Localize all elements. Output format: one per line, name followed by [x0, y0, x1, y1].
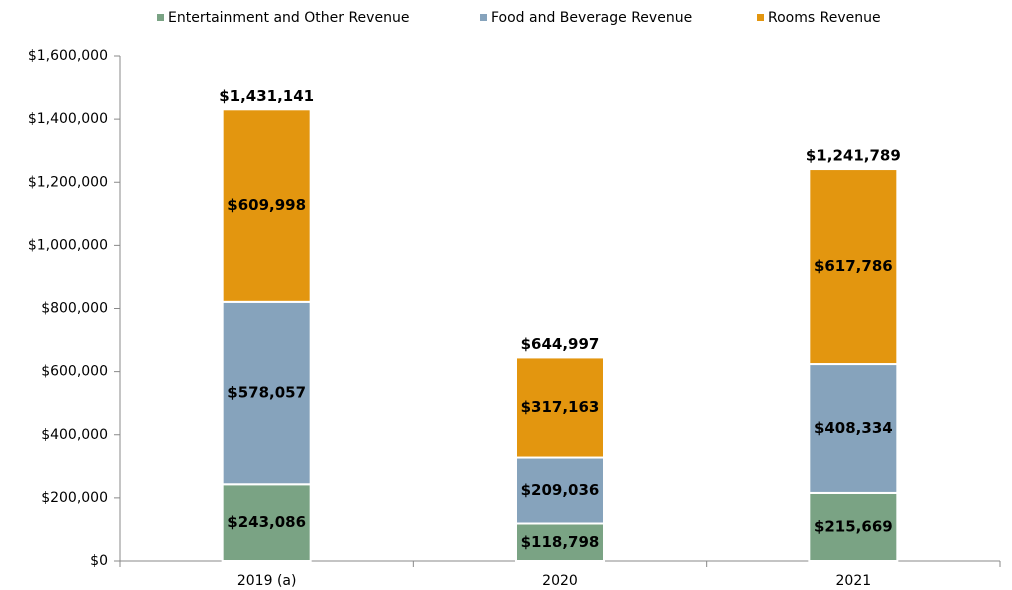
bar-segment	[808, 363, 899, 494]
data-label: $243,086	[227, 513, 306, 531]
y-tick-label: $1,400,000	[28, 111, 108, 127]
legend-swatch	[480, 14, 487, 21]
y-tick-label: $400,000	[41, 427, 108, 443]
data-label: $617,786	[814, 257, 893, 275]
bar-segment	[808, 168, 899, 366]
data-label: $209,036	[521, 481, 600, 499]
data-label: $609,998	[227, 196, 306, 214]
legend-label: Entertainment and Other Revenue	[168, 10, 409, 26]
bar-segment	[221, 300, 312, 486]
y-tick-label: $0	[90, 553, 108, 569]
bar-segment	[221, 108, 312, 303]
bar-segment	[515, 456, 605, 525]
total-label: $1,431,141	[219, 87, 314, 105]
data-label: $408,334	[814, 419, 893, 437]
y-tick-label: $800,000	[41, 301, 108, 317]
total-label: $1,241,789	[806, 147, 901, 165]
y-tick-label: $600,000	[41, 364, 108, 380]
x-tick-label: 2020	[542, 573, 578, 589]
legend-swatch	[157, 14, 164, 21]
legend-swatch	[757, 14, 764, 21]
data-label: $118,798	[521, 533, 600, 551]
legend-label: Food and Beverage Revenue	[491, 10, 692, 26]
bar-segment	[221, 483, 312, 562]
y-tick-label: $1,000,000	[28, 237, 108, 253]
data-label: $215,669	[814, 517, 893, 535]
data-label: $578,057	[227, 384, 306, 402]
bar-segment	[515, 522, 605, 563]
legend-label: Rooms Revenue	[768, 10, 881, 26]
total-label: $644,997	[521, 335, 600, 353]
x-tick-label: 2021	[836, 573, 872, 589]
y-tick-label: $200,000	[41, 490, 108, 506]
x-tick-label: 2019 (a)	[237, 573, 297, 589]
data-label: $317,163	[521, 398, 600, 416]
y-tick-label: $1,600,000	[28, 48, 108, 64]
bar-segment	[515, 356, 605, 459]
y-tick-label: $1,200,000	[28, 174, 108, 190]
